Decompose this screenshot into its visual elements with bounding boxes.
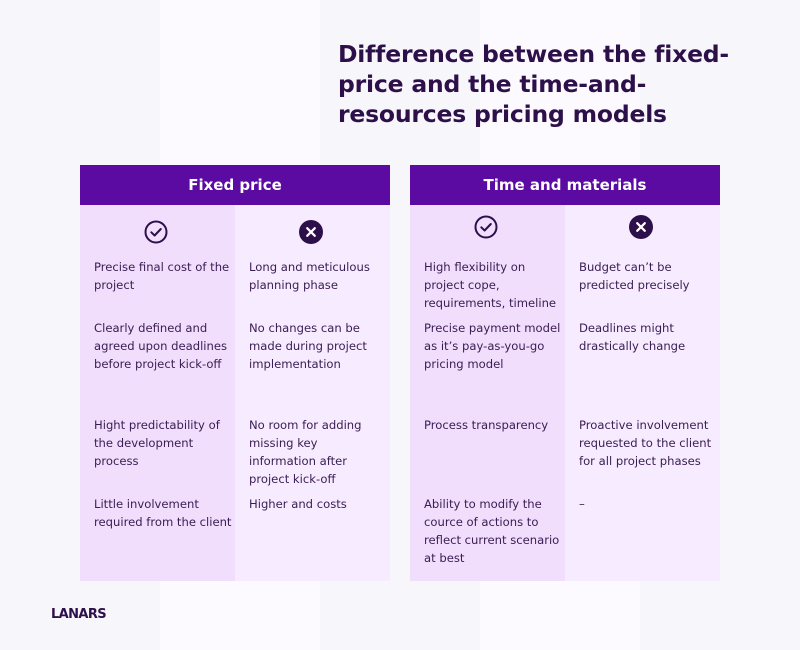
advantages-column: High flexibility on project cope, requir… xyxy=(410,205,565,581)
advantages-column: Precise final cost of the project Clearl… xyxy=(80,205,235,581)
disadvantage-item: Proactive involvement requested to the c… xyxy=(579,418,712,468)
check-circle-icon xyxy=(473,214,499,240)
disadvantage-item: Deadlines might drastically change xyxy=(579,321,686,353)
disadvantage-item: Higher and costs xyxy=(249,497,347,511)
table-header: Time and materials xyxy=(410,165,720,205)
disadvantages-column: Long and meticulous planning phase No ch… xyxy=(235,205,390,581)
x-circle-filled-icon xyxy=(628,214,654,240)
advantage-item: Precise payment model as it’s pay-as-you… xyxy=(424,321,561,371)
time-and-materials-table: Time and materials High flexibility on p… xyxy=(410,165,720,581)
advantage-item: Process transparency xyxy=(424,418,549,432)
disadvantage-item: Long and meticulous planning phase xyxy=(249,260,370,292)
disadvantage-item: – xyxy=(579,497,585,511)
advantage-item: Little involvement required from the cli… xyxy=(94,497,232,529)
advantage-item: Precise final cost of the project xyxy=(94,260,230,292)
disadvantage-item: Budget can’t be predicted precisely xyxy=(579,260,690,292)
x-circle-filled-icon xyxy=(298,219,324,245)
advantage-item: Ability to modify the cource of actions … xyxy=(424,497,560,565)
disadvantage-item: No room for adding missing key informati… xyxy=(249,418,362,486)
table-header: Fixed price xyxy=(80,165,390,205)
check-circle-icon xyxy=(143,219,169,245)
lanars-logo: LANARS xyxy=(51,607,107,622)
disadvantages-column: Budget can’t be predicted precisely Dead… xyxy=(565,205,720,581)
advantage-item: High flexibility on project cope, requir… xyxy=(424,260,557,310)
disadvantage-item: No changes can be made during project im… xyxy=(249,321,367,371)
advantage-item: Clearly defined and agreed upon deadline… xyxy=(94,321,228,371)
fixed-price-table: Fixed price Precise final cost of the pr… xyxy=(80,165,390,581)
advantage-item: Hight predictability of the development … xyxy=(94,418,220,468)
page-title: Difference between the fixed-price and t… xyxy=(338,40,729,128)
